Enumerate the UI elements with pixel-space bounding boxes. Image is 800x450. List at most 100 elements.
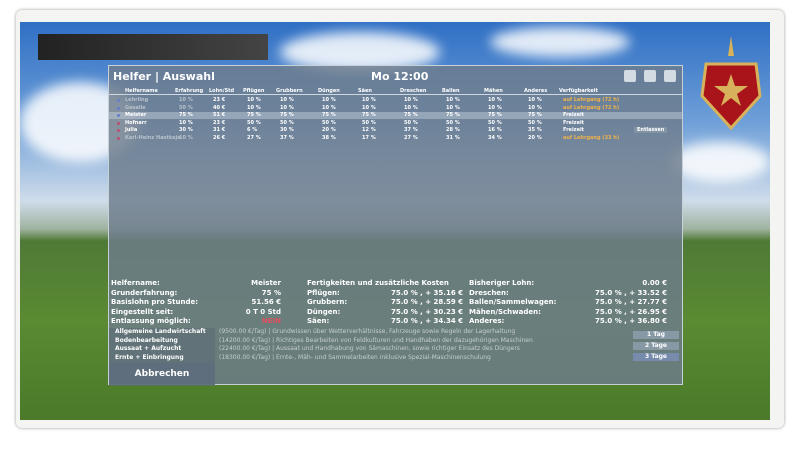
- info-label: Säen:: [307, 317, 330, 325]
- table-cell: 20 %: [528, 134, 542, 141]
- skills-title: Fertigkeiten und zusätzliche Kosten: [307, 279, 449, 287]
- table-cell: 40 €: [213, 104, 226, 111]
- table-row[interactable]: Lehrling 10 % 23 € 10 % 10 % 10 % 10 % 10 % 10 %…: [109, 97, 682, 104]
- info-label: Grunderfahrung:: [111, 288, 178, 297]
- table-cell: 51 €: [213, 112, 226, 118]
- duration-button[interactable]: 1 Tag: [633, 331, 679, 339]
- info-label: Ballen/Sammelwagen:: [469, 298, 557, 306]
- column-header[interactable]: Erfahrung: [175, 88, 204, 94]
- info-value: 75.0 % , + 30.23 €: [390, 307, 463, 316]
- table-cell: 10 %: [488, 104, 502, 111]
- table-cell: 75 %: [247, 112, 261, 118]
- table-cell: 50 %: [362, 119, 376, 126]
- duration-button[interactable]: 3 Tage: [633, 353, 679, 361]
- column-header[interactable]: Lohn/Std: [209, 88, 235, 94]
- info-value: 75.0 % , + 36.80 €: [594, 317, 667, 325]
- column-header[interactable]: Säen: [358, 88, 372, 94]
- table-row[interactable]: Karl-Heinz Hastkeje 10 % 26 € 27 % 37 % 38 % 1…: [109, 135, 682, 142]
- table-cell: 30 %: [280, 127, 294, 133]
- table-cell: 23 €: [213, 119, 226, 126]
- duration-button[interactable]: 2 Tage: [633, 342, 679, 350]
- info-label: Helfername:: [111, 279, 160, 287]
- column-header[interactable]: Düngen: [318, 88, 340, 94]
- info-value: 75.0 % , + 27.77 €: [594, 298, 667, 306]
- info-value: 75.0 % , + 26.95 €: [594, 307, 667, 316]
- column-header[interactable]: Anderes: [524, 88, 548, 94]
- table-cell: 50 %: [488, 119, 502, 126]
- course-description: (14200.00 €/Tag) | Richtiges Bearbeiten …: [219, 336, 533, 344]
- helper-marker-icon: [117, 99, 120, 102]
- table-cell: 75 %: [404, 112, 418, 118]
- table-cell: 10 %: [362, 104, 376, 111]
- table-cell: 10 %: [404, 97, 418, 103]
- column-header[interactable]: Dreschen: [400, 88, 427, 94]
- helper-marker-icon: [117, 114, 120, 117]
- table-cell: Hofnarr: [125, 119, 147, 126]
- table-cell: 23 €: [213, 97, 226, 103]
- table-cell: 50 %: [247, 119, 261, 126]
- dialog-title: Helfer | Auswahl: [113, 70, 215, 83]
- table-cell: 10 %: [446, 104, 460, 111]
- table-cell: Geselle: [125, 104, 146, 111]
- table-cell: 50 %: [446, 119, 460, 126]
- table-cell: 10 %: [280, 97, 294, 103]
- table-cell: 17 %: [362, 134, 376, 141]
- info-label: Düngen:: [307, 307, 341, 316]
- column-header[interactable]: Helfername: [125, 88, 158, 94]
- table-cell: 75 %: [446, 112, 460, 118]
- table-cell: Julia: [125, 127, 138, 133]
- helper-marker-icon: [117, 121, 120, 125]
- table-row[interactable]: Geselle 50 % 40 € 10 % 10 % 10 % 10 % 10 % 10 % 1…: [109, 105, 682, 112]
- column-header[interactable]: Mähen: [484, 88, 503, 94]
- course-item[interactable]: Bodenbearbeitung: [115, 336, 178, 344]
- cancel-button[interactable]: Abbrechen: [109, 363, 215, 385]
- helper-selection-dialog: Helfer | Auswahl Mo 12:00 Helfername Erfa…: [108, 65, 683, 386]
- table-header: Helfername Erfahrung Lohn/Std Pflügen Grubbe…: [109, 88, 682, 95]
- table-cell: Freizeit: [563, 127, 585, 133]
- document-icon[interactable]: [644, 70, 656, 82]
- info-value: 75.0 % , + 28.59 €: [390, 298, 463, 306]
- table-cell: 10 %: [446, 97, 460, 103]
- column-header[interactable]: Verfügbarkeit: [559, 88, 598, 94]
- table-cell: 10 %: [179, 119, 193, 126]
- table-cell: Karl-Heinz Hastkeje: [125, 134, 181, 141]
- table-cell: 10 %: [247, 97, 261, 103]
- table-cell: 10 %: [179, 97, 193, 103]
- table-cell: 27 %: [404, 134, 418, 141]
- course-item[interactable]: Aussaat + Aufzucht: [115, 345, 182, 352]
- table-row[interactable]: Julia 30 % 31 € 6 % 30 % 20 % 12 % 37 % 28 % 16 %…: [109, 127, 682, 134]
- table-cell: 31 %: [446, 134, 460, 141]
- info-label: Mähen/Schwaden:: [469, 307, 541, 316]
- table-cell: 75 %: [362, 112, 376, 118]
- table-cell: 10 %: [362, 97, 376, 103]
- table-cell: 38 %: [322, 134, 336, 141]
- table-cell: 75 %: [528, 112, 542, 118]
- statistics-icon[interactable]: [664, 70, 676, 82]
- table-cell: 10 %: [404, 104, 418, 111]
- table-cell: 31 €: [213, 127, 226, 133]
- info-label: Pflügen:: [307, 288, 340, 297]
- table-cell: 10 %: [528, 97, 542, 103]
- info-label: Anderes:: [469, 317, 505, 325]
- table-cell: 75 %: [280, 112, 294, 118]
- info-value: 75.0 % , + 34.34 €: [390, 317, 463, 325]
- column-header[interactable]: Grubbern: [276, 88, 303, 94]
- table-cell: Lehrling: [125, 97, 149, 103]
- table-row[interactable]: Meister 75 % 51 € 75 % 75 % 75 % 75 % 75 % 75 % 7…: [109, 112, 682, 119]
- table-row[interactable]: Hofnarr 10 % 23 € 50 % 50 % 50 % 50 % 50 % 50 % 5…: [109, 120, 682, 127]
- column-header[interactable]: Pflügen: [243, 88, 265, 94]
- info-label: Entlassung möglich:: [111, 317, 191, 325]
- table-cell: Meister: [125, 112, 147, 118]
- course-item[interactable]: Ernte + Einbringung: [115, 353, 184, 361]
- table-cell: 50 %: [404, 119, 418, 126]
- helpers-icon[interactable]: [624, 70, 636, 82]
- column-header[interactable]: Ballen: [442, 88, 460, 94]
- course-item[interactable]: Allgemeine Landwirtschaft: [115, 328, 206, 335]
- clan-logo: [38, 34, 268, 60]
- table-cell: 35 %: [528, 127, 542, 133]
- course-description: (18300.00 €/Tag) | Ernte-, Mäh- und Samm…: [219, 353, 491, 361]
- info-value: 75.0 % , + 33.52 €: [594, 288, 667, 297]
- game-time: Mo 12:00: [371, 70, 429, 83]
- table-cell: auf Lehrgang (72 h): [563, 104, 620, 111]
- dismiss-button[interactable]: Entlassen: [634, 127, 668, 133]
